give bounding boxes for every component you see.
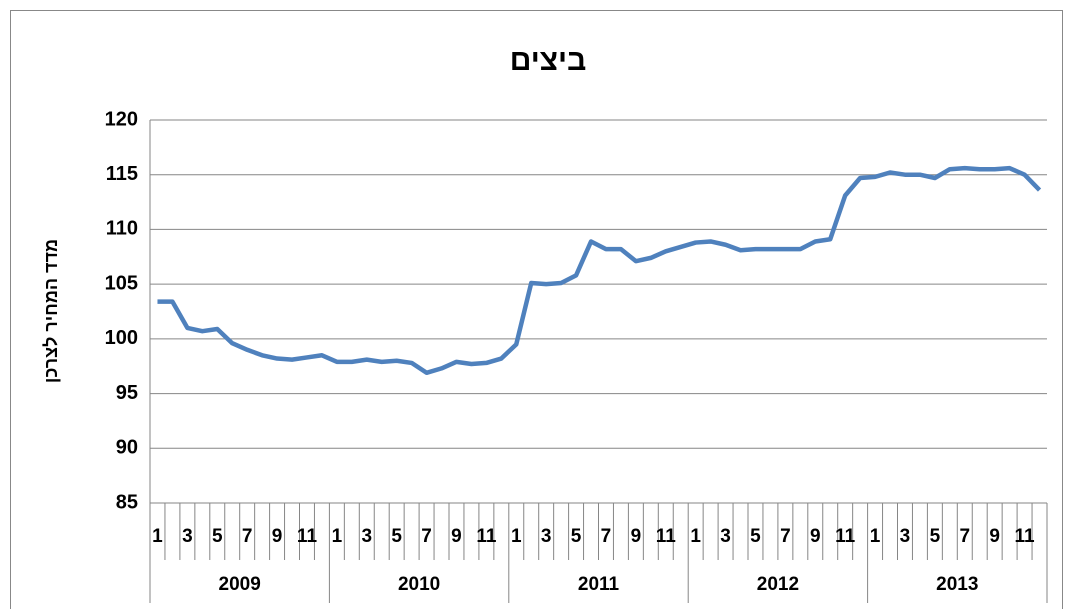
x-tick-label: 7 bbox=[601, 526, 612, 547]
year-label: 2013 bbox=[936, 574, 978, 595]
x-tick-label: 11 bbox=[835, 526, 856, 547]
data-line bbox=[157, 165, 1042, 376]
x-tick-label: 11 bbox=[1015, 526, 1036, 547]
chart-title: ביצים bbox=[510, 44, 587, 77]
x-tick-label: 7 bbox=[780, 526, 791, 547]
x-tick-label: 1 bbox=[152, 526, 163, 547]
x-tick-label: 7 bbox=[421, 526, 432, 547]
x-tick-label: 9 bbox=[631, 526, 642, 547]
x-tick-label: 11 bbox=[656, 526, 677, 547]
x-tick-label: 11 bbox=[476, 526, 497, 547]
x-tick-label: 5 bbox=[571, 526, 582, 547]
year-label: 2012 bbox=[757, 574, 799, 595]
x-tick-label: 1 bbox=[332, 526, 343, 547]
x-tick-label: 5 bbox=[212, 526, 223, 547]
x-tick-label: 3 bbox=[541, 526, 552, 547]
y-tick-label: 105 bbox=[105, 272, 138, 294]
y-tick-label: 120 bbox=[105, 108, 138, 130]
x-tick-label: 3 bbox=[720, 526, 731, 547]
x-tick-label: 3 bbox=[900, 526, 911, 547]
x-tick-label: 5 bbox=[930, 526, 941, 547]
x-tick-label: 5 bbox=[750, 526, 761, 547]
chart-border bbox=[10, 10, 1063, 614]
x-tick-label: 9 bbox=[272, 526, 283, 547]
x-tick-label: 9 bbox=[989, 526, 1000, 547]
x-tick-label: 7 bbox=[242, 526, 253, 547]
x-tick-label: 11 bbox=[297, 526, 318, 547]
x-tick-label: 1 bbox=[511, 526, 522, 547]
y-tick-label: 90 bbox=[116, 437, 138, 459]
y-tick-label: 115 bbox=[106, 163, 138, 185]
y-axis-label: מדד המחיר לצרכן bbox=[41, 239, 61, 383]
x-tick-label: 1 bbox=[690, 526, 701, 547]
x-tick-label: 9 bbox=[451, 526, 462, 547]
y-tick-label: 95 bbox=[116, 382, 138, 404]
x-tick-label: 7 bbox=[959, 526, 970, 547]
year-label: 2011 bbox=[578, 574, 620, 595]
x-tick-label: 3 bbox=[182, 526, 193, 547]
y-tick-label: 110 bbox=[106, 218, 138, 240]
y-tick-label: 85 bbox=[116, 491, 138, 513]
x-tick-label: 9 bbox=[810, 526, 821, 547]
x-tick-label: 3 bbox=[361, 526, 372, 547]
x-tick-label: 1 bbox=[870, 526, 881, 547]
y-tick-label: 100 bbox=[105, 327, 138, 349]
year-label: 2009 bbox=[219, 574, 261, 595]
x-tick-label: 5 bbox=[391, 526, 402, 547]
year-label: 2010 bbox=[398, 574, 440, 595]
